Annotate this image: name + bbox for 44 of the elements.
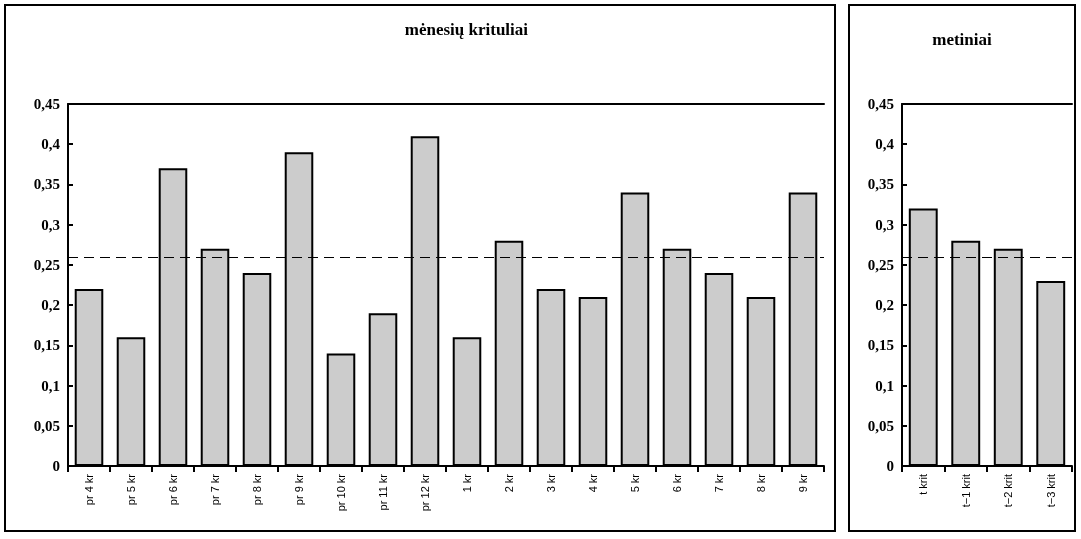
- y-tick-label: 0,2: [41, 297, 60, 314]
- y-tick-label: 0,25: [867, 256, 894, 273]
- y-tick-label: 0,25: [33, 256, 60, 273]
- x-tick-label: 1 kr: [461, 473, 473, 493]
- x-tick-label: t−1 krit: [959, 474, 972, 508]
- y-tick-label: 0,35: [33, 176, 60, 193]
- x-tick-label: pr 11 kr: [377, 473, 389, 511]
- y-tick-label: 0,2: [875, 297, 894, 314]
- y-tick-label: 0,4: [875, 136, 895, 153]
- x-tick-label: t−2 krit: [1002, 474, 1015, 508]
- x-tick-label: pr 9 kr: [293, 473, 305, 506]
- y-tick-label: 0,1: [41, 377, 60, 394]
- chart-title: mėnesių krituliai: [404, 20, 529, 39]
- y-tick-label: 0,3: [41, 216, 60, 233]
- x-tick-label: pr 6 kr: [167, 473, 179, 506]
- y-tick-label: 0,05: [867, 417, 894, 434]
- x-tick-label: 3 kr: [545, 473, 557, 493]
- y-tick-label: 0,15: [867, 337, 894, 354]
- x-tick-label: 9 kr: [797, 473, 809, 493]
- x-tick-label: t krit: [917, 474, 930, 495]
- y-tick-label: 0: [886, 458, 894, 474]
- x-tick-label: t−3 krit: [1044, 474, 1057, 508]
- chart-title: metiniai: [932, 30, 993, 49]
- x-tick-label: pr 4 kr: [83, 473, 95, 506]
- y-tick-label: 0: [52, 458, 60, 474]
- x-tick-label: pr 12 kr: [419, 473, 431, 512]
- y-tick-label: 0,1: [875, 377, 894, 394]
- x-tick-label: pr 5 kr: [125, 473, 137, 506]
- x-tick-label: 7 kr: [713, 473, 725, 493]
- y-tick-label: 0,45: [867, 96, 894, 112]
- y-tick-label: 0,05: [33, 417, 60, 434]
- x-tick-label: pr 8 kr: [251, 473, 263, 506]
- x-tick-label: 6 kr: [671, 473, 683, 493]
- x-tick-label: pr 7 kr: [209, 473, 221, 506]
- x-tick-label: 2 kr: [503, 473, 515, 493]
- y-tick-label: 0,15: [33, 337, 60, 354]
- x-tick-label: 5 kr: [629, 473, 641, 493]
- y-tick-label: 0,4: [41, 136, 61, 153]
- y-tick-label: 0,3: [875, 216, 894, 233]
- x-tick-label: 4 kr: [587, 473, 599, 493]
- x-tick-label: 8 kr: [755, 473, 767, 493]
- y-tick-label: 0,45: [33, 96, 60, 112]
- y-tick-label: 0,35: [867, 176, 894, 193]
- x-tick-label: pr 10 kr: [335, 473, 347, 512]
